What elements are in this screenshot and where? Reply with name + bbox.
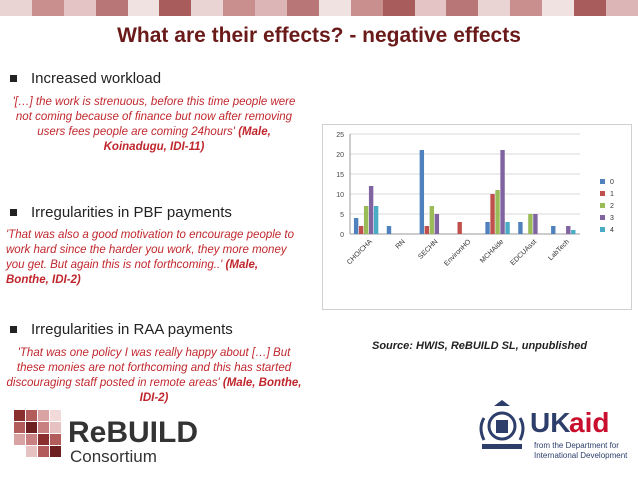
- top-band-segment: [605, 0, 638, 16]
- y-tick-label: 25: [336, 132, 344, 139]
- bar: [457, 222, 462, 234]
- top-band-segment: [350, 0, 383, 16]
- bar: [500, 150, 505, 234]
- y-tick-label: 10: [336, 192, 344, 199]
- bullet-text: Irregularities in PBF payments: [31, 204, 232, 221]
- rebuild-wordmark: ReBUILD: [68, 416, 198, 449]
- rebuild-subtitle: Consortium: [70, 447, 157, 466]
- top-band-segment: [574, 0, 606, 16]
- top-band-segment: [31, 0, 64, 16]
- legend-swatch: [600, 227, 605, 232]
- top-band-segment: [382, 0, 415, 16]
- y-tick-label: 15: [336, 172, 344, 179]
- quote-text: 'That was one policy I was really happy …: [6, 347, 292, 389]
- quote-attribution: (Male, Bonthe, IDI-2): [6, 259, 259, 286]
- bar: [528, 214, 533, 234]
- y-tick-label: 5: [340, 212, 344, 219]
- top-band-segment: [255, 0, 288, 16]
- legend-label: 1: [610, 191, 614, 198]
- bar: [518, 222, 523, 234]
- bullet-square-icon: [10, 75, 17, 82]
- chart-source: Source: HWIS, ReBUILD SL, unpublished: [372, 340, 588, 352]
- decorative-top-band: [0, 0, 638, 16]
- bar: [429, 206, 435, 234]
- bar: [566, 226, 571, 234]
- royal-crest-icon: [479, 400, 525, 449]
- bullet-pbf-payments: Irregularities in PBF payments: [10, 204, 232, 221]
- bar: [434, 214, 440, 234]
- ukaid-aid: aid: [569, 407, 609, 438]
- ukaid-line1: from the Department for: [534, 441, 619, 450]
- y-tick-label: 0: [340, 232, 344, 239]
- ukaid-line2: International Development: [534, 451, 628, 460]
- bar: [485, 222, 490, 234]
- bullet-text: Irregularities in RAA payments: [31, 321, 233, 338]
- legend-label: 3: [610, 215, 614, 222]
- quote-raa: 'That was one policy I was really happy …: [4, 346, 304, 406]
- bar: [373, 206, 379, 234]
- legend-label: 4: [610, 227, 614, 234]
- top-band-segment: [542, 0, 575, 16]
- top-band-segment: [63, 0, 96, 16]
- quote-attribution: (Male, Bonthe, IDI-2): [139, 377, 302, 404]
- top-band-segment: [223, 0, 256, 16]
- legend-swatch: [600, 179, 605, 184]
- top-band-segment: [446, 0, 479, 16]
- top-band-segment: [159, 0, 192, 16]
- bar: [386, 226, 392, 234]
- quote-attribution: (Male, Koinadugu, IDI-11): [103, 126, 271, 153]
- bar: [419, 150, 425, 234]
- quote-text: '[…] the work is strenuous, before this …: [12, 96, 296, 138]
- bullet-raa-payments: Irregularities in RAA payments: [10, 321, 233, 338]
- quote-workload: '[…] the work is strenuous, before this …: [6, 95, 302, 155]
- bullet-square-icon: [10, 326, 17, 333]
- bullet-text: Increased workload: [31, 70, 162, 87]
- bullet-square-icon: [10, 209, 17, 216]
- rebuild-squares-icon: [14, 410, 61, 457]
- legend-swatch: [600, 203, 605, 208]
- rebuild-logo: ReBUILD Consortium: [14, 410, 214, 477]
- bar: [424, 226, 430, 234]
- bar: [363, 206, 369, 234]
- ukaid-uk: UK: [530, 407, 570, 438]
- top-band-segment: [414, 0, 447, 16]
- bar: [551, 226, 556, 234]
- top-band-segment: [318, 0, 351, 16]
- legend-label: 0: [610, 179, 614, 186]
- bar: [358, 226, 364, 234]
- bar: [490, 194, 495, 234]
- top-band-segment: [478, 0, 511, 16]
- bar: [495, 190, 500, 234]
- bar: [368, 186, 374, 234]
- bullet-increased-workload: Increased workload: [10, 70, 161, 87]
- bar: [571, 230, 576, 234]
- legend-swatch: [600, 215, 605, 220]
- legend-label: 2: [610, 203, 614, 210]
- top-band-segment: [510, 0, 543, 16]
- bar: [505, 222, 510, 234]
- top-band-segment: [287, 0, 319, 16]
- ukaid-logo: UK aid from the Department for Internati…: [478, 398, 630, 472]
- chart-frame: [322, 124, 632, 310]
- top-band-segment: [95, 0, 128, 16]
- y-tick-label: 20: [336, 152, 344, 159]
- slide-title: What are their effects? - negative effec…: [117, 24, 521, 47]
- quote-pbf: 'That was also a good motivation to enco…: [6, 228, 304, 288]
- top-band-segment: [0, 0, 32, 16]
- bar: [353, 218, 359, 234]
- legend-swatch: [600, 191, 605, 196]
- top-band-segment: [127, 0, 160, 16]
- bar: [533, 214, 538, 234]
- quote-text: 'That was also a good motivation to enco…: [6, 229, 294, 271]
- top-band-segment: [191, 0, 224, 16]
